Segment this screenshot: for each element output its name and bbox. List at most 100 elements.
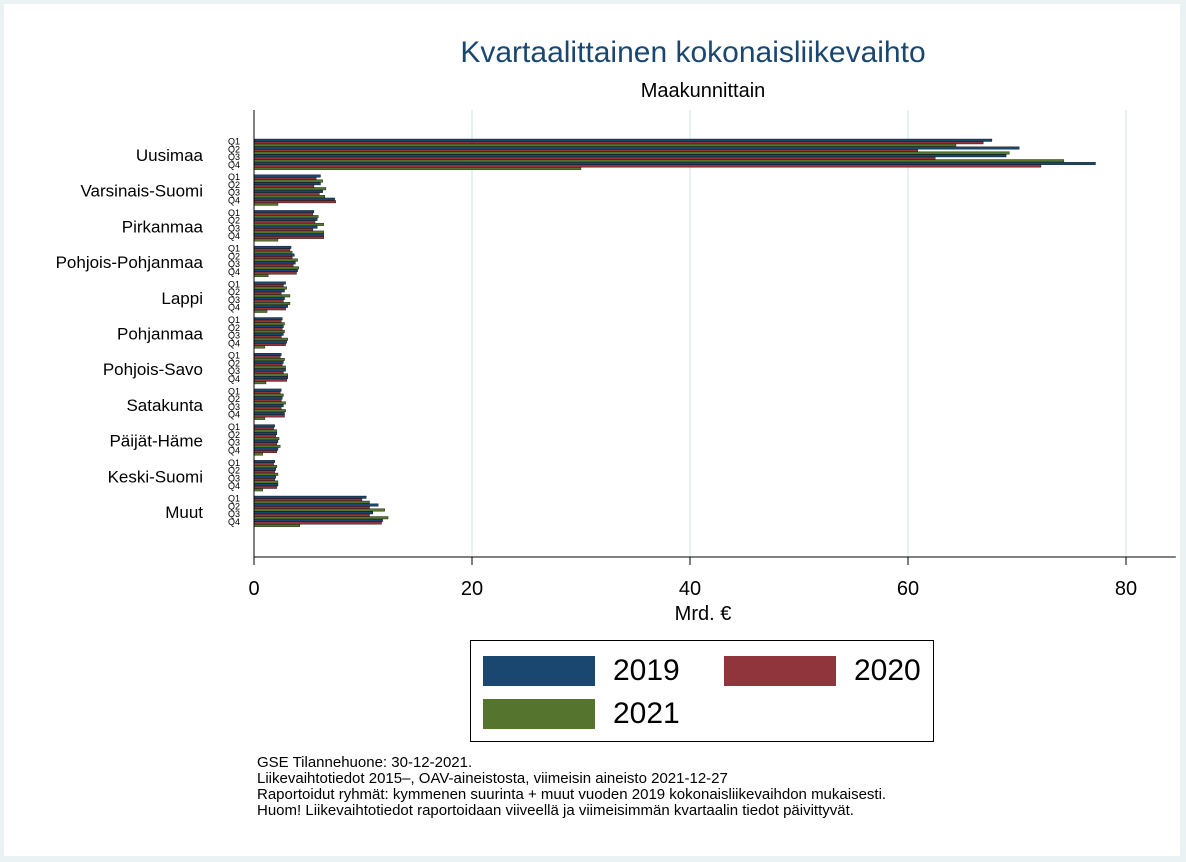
bar-2021-Q3 — [253, 302, 291, 305]
legend-item-2021: 2021 — [483, 697, 680, 731]
bar-2019-Q4 — [253, 233, 324, 237]
footnotes: GSE Tilannehuone: 30-12-2021. Liikevaiht… — [257, 755, 886, 819]
bar-2020-Q2 — [253, 398, 282, 402]
x-tick-label: 0 — [248, 578, 259, 600]
bar-2020-Q1 — [253, 248, 291, 252]
quarter-label: Q3 — [228, 473, 240, 483]
x-axis-label: Mrd. € — [675, 603, 732, 625]
bar-2020-Q1 — [253, 212, 314, 216]
bar-2019-Q2 — [253, 432, 278, 436]
category-label: Pohjois-Savo — [103, 360, 203, 379]
quarter-label: Q1 — [228, 172, 240, 182]
bar-2019-Q4 — [253, 411, 285, 415]
quarter-label: Q4 — [228, 445, 240, 455]
quarter-label: Q1 — [228, 351, 240, 361]
bar-2019-Q3 — [253, 190, 323, 193]
quarter-label: Q2 — [228, 394, 240, 404]
bar-2020-Q1 — [253, 355, 281, 359]
bar-2020-Q4 — [253, 235, 324, 239]
bar-2019-Q2 — [253, 360, 284, 364]
quarter-label: Q4 — [228, 303, 240, 313]
bar-2021-Q2 — [253, 365, 286, 369]
bar-2019-Q1 — [253, 388, 282, 392]
bar-2019-Q1 — [253, 424, 275, 428]
category-label: Lappi — [161, 289, 203, 308]
bar-2021-Q2 — [253, 258, 298, 262]
bar-2019-Q2 — [253, 217, 318, 221]
bar-2021-Q4 — [253, 488, 263, 492]
bar-2021-Q1 — [253, 429, 278, 433]
quarter-label: Q1 — [228, 137, 240, 147]
quarter-label: Q1 — [228, 244, 240, 254]
bar-2019-Q1 — [253, 138, 993, 142]
bar-2020-Q2 — [253, 506, 370, 509]
bar-2019-Q1 — [253, 460, 275, 463]
x-tick-label: 40 — [679, 578, 701, 600]
bar-2019-Q3 — [253, 261, 296, 265]
bar-2019-Q4 — [253, 162, 1096, 165]
bar-2020-Q2 — [253, 470, 275, 474]
bar-2021-Q4 — [253, 309, 268, 313]
bar-2021-Q2 — [253, 187, 327, 191]
bar-2019-Q2 — [253, 146, 1020, 150]
x-tick-label: 20 — [461, 578, 483, 600]
quarter-label: Q1 — [228, 458, 240, 468]
bar-2021-Q4 — [253, 524, 300, 527]
bar-2020-Q1 — [253, 498, 363, 502]
bar-2020-Q4 — [253, 307, 286, 311]
legend-label-2021: 2021 — [613, 697, 680, 730]
bar-2021-Q4 — [253, 345, 266, 349]
quarter-label: Q3 — [228, 509, 240, 519]
bar-2019-Q4 — [253, 197, 335, 201]
bar-2020-Q3 — [253, 406, 282, 410]
quarter-label: Q4 — [228, 374, 240, 384]
bar-2019-Q2 — [253, 325, 284, 328]
legend-label-2019: 2019 — [613, 654, 680, 687]
bar-2019-Q4 — [253, 447, 279, 451]
legend-item-2020: 2020 — [724, 654, 921, 688]
quarter-label: Q2 — [228, 430, 240, 440]
bar-2021-Q1 — [253, 250, 293, 254]
quarter-label: Q2 — [228, 216, 240, 226]
bar-2021-Q1 — [253, 358, 285, 361]
category-label: Muut — [165, 503, 203, 522]
note-line: Raportoidut ryhmät: kymmenen suurinta + … — [257, 786, 887, 803]
bar-2020-Q2 — [253, 363, 283, 367]
bar-2020-Q3 — [253, 156, 936, 160]
quarter-label: Q2 — [228, 287, 240, 297]
bar-2021-Q4 — [253, 416, 266, 420]
bar-2019-Q4 — [253, 304, 288, 308]
bar-2019-Q4 — [253, 269, 298, 273]
bar-2021-Q1 — [253, 143, 957, 147]
bar-2021-Q1 — [253, 500, 370, 504]
bar-2021-Q2 — [253, 294, 291, 298]
x-tick-label: 80 — [1115, 578, 1137, 600]
quarter-label: Q2 — [228, 180, 240, 190]
bar-2021-Q3 — [253, 409, 286, 413]
bar-2019-Q1 — [253, 210, 315, 214]
bar-2021-Q1 — [253, 215, 319, 219]
bar-2021-Q4 — [253, 274, 269, 278]
quarter-label: Q4 — [228, 231, 240, 241]
bar-2021-Q2 — [253, 151, 1010, 155]
quarter-label: Q3 — [228, 295, 240, 305]
chart-title: Kvartaalittainen kokonaisliikevaihto — [460, 36, 925, 69]
bar-2021-Q2 — [253, 472, 279, 476]
bar-2020-Q4 — [253, 521, 382, 525]
bar-2020-Q1 — [253, 141, 984, 145]
bar-2020-Q3 — [253, 478, 275, 481]
bar-2021-Q4 — [253, 381, 267, 385]
quarter-label: Q2 — [228, 251, 240, 261]
category-label: Varsinais-Suomi — [80, 182, 203, 201]
bar-2019-Q1 — [253, 245, 292, 249]
bar-2020-Q4 — [253, 271, 297, 275]
bar-2019-Q3 — [253, 511, 373, 515]
bar-2021-Q1 — [253, 393, 284, 397]
bar-2021-Q4 — [253, 167, 582, 170]
bar-2020-Q3 — [253, 192, 320, 196]
bar-2021-Q3 — [253, 373, 288, 377]
chart-subtitle: Maakunnittain — [641, 80, 766, 102]
legend: 2019 2020 2021 — [470, 640, 934, 742]
category-labels: Q1Q2Q3Q4UusimaaQ1Q2Q3Q4Varsinais-SuomiQ1… — [56, 137, 240, 527]
bar-2019-Q1 — [253, 281, 286, 285]
